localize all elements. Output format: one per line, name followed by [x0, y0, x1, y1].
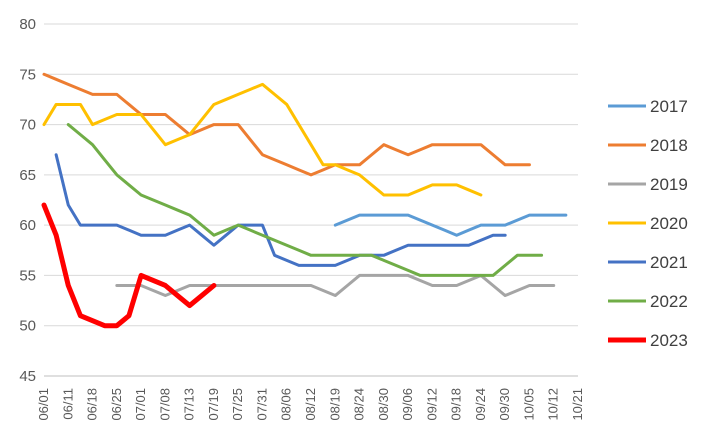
x-tick-label: 07/31 — [254, 388, 269, 421]
legend-label: 2017 — [650, 97, 688, 116]
series-line-2018 — [42, 72, 531, 177]
y-tick-label: 80 — [19, 16, 36, 33]
x-tick-label: 06/18 — [85, 388, 100, 421]
x-tick-label: 08/30 — [376, 388, 391, 421]
legend-entry-2021: 2021 — [608, 253, 688, 272]
series-line-2023 — [41, 202, 217, 329]
x-tick-label: 06/25 — [109, 388, 124, 421]
x-tick-label: 07/25 — [230, 388, 245, 421]
legend: 2017 2018 2019 2020 2021 2022 2023 — [608, 97, 688, 350]
y-tick-label: 55 — [19, 267, 36, 284]
legend-label: 2020 — [650, 214, 688, 233]
series-lines — [41, 72, 568, 329]
gridlines — [44, 23, 578, 327]
x-tick-label: 06/11 — [60, 388, 75, 420]
legend-label: 2022 — [650, 292, 688, 311]
x-tick-label: 10/12 — [546, 388, 561, 421]
legend-label: 2023 — [650, 331, 688, 350]
y-tick-label: 65 — [19, 167, 36, 184]
x-tick-label: 08/06 — [279, 388, 294, 421]
x-tick-label: 09/24 — [473, 388, 488, 421]
legend-entry-2020: 2020 — [608, 214, 688, 233]
y-tick-label: 50 — [19, 318, 36, 335]
x-tick-label: 09/30 — [497, 388, 512, 421]
legend-label: 2018 — [650, 136, 688, 155]
series-line-2021 — [54, 153, 507, 267]
y-tick-label: 60 — [19, 217, 36, 234]
x-tick-label: 09/18 — [449, 388, 464, 421]
legend-entry-2018: 2018 — [608, 136, 688, 155]
series-line-2022 — [66, 123, 544, 277]
x-tick-label: 07/13 — [182, 388, 197, 421]
series-line-2017 — [333, 213, 568, 237]
x-tick-label: 08/24 — [352, 388, 367, 421]
x-tick-label: 10/21 — [570, 388, 585, 421]
series-line-2020 — [42, 82, 483, 197]
series-line-2019 — [115, 273, 556, 298]
legend-entry-2022: 2022 — [608, 292, 688, 311]
x-tick-label: 08/12 — [303, 388, 318, 421]
legend-label: 2021 — [650, 253, 688, 272]
y-tick-label: 75 — [19, 66, 36, 83]
y-tick-label: 70 — [19, 117, 36, 134]
x-tick-label: 07/19 — [206, 388, 221, 421]
x-tick-label: 06/01 — [36, 388, 51, 421]
legend-label: 2019 — [650, 175, 688, 194]
legend-entry-2017: 2017 — [608, 97, 688, 116]
legend-entry-2023: 2023 — [608, 331, 688, 350]
x-tick-label: 08/19 — [327, 388, 342, 421]
y-tick-label: 45 — [19, 368, 36, 385]
x-tick-label: 07/08 — [157, 388, 172, 421]
x-tick-label: 10/05 — [521, 388, 536, 421]
legend-entry-2019: 2019 — [608, 175, 688, 194]
x-axis-tick-labels: 06/01 06/11 06/18 06/25 07/01 07/08 07/13 07/19… — [36, 388, 585, 421]
x-tick-label: 09/06 — [400, 388, 415, 421]
y-axis-tick-labels: 45 50 55 60 65 70 75 80 — [19, 16, 36, 385]
x-tick-label: 09/12 — [424, 388, 439, 421]
x-tick-label: 07/01 — [133, 388, 148, 421]
